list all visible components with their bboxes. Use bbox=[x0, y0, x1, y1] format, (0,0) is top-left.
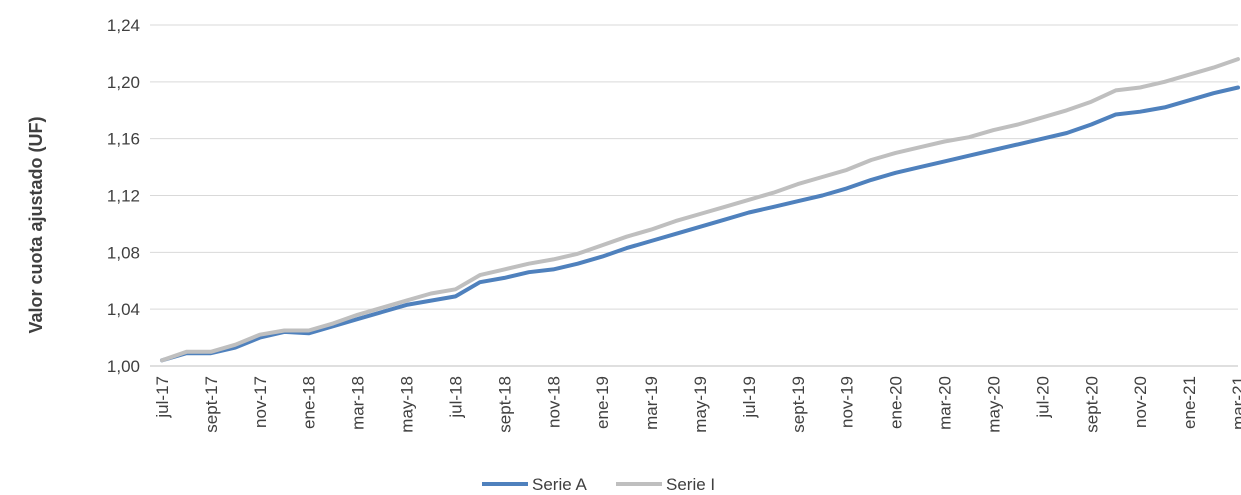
x-tick-label: jul-17 bbox=[153, 376, 172, 419]
series-line-serie-i bbox=[160, 57, 1240, 363]
x-tick-label: sept-20 bbox=[1082, 376, 1101, 433]
y-tick-label: 1,16 bbox=[107, 130, 140, 149]
x-tick-label: ene-20 bbox=[887, 376, 906, 429]
x-tick-label: may-18 bbox=[398, 376, 417, 433]
legend-label: Serie I bbox=[666, 475, 715, 494]
x-tick-label: sept-17 bbox=[202, 376, 221, 433]
x-tick-label: nov-17 bbox=[251, 376, 270, 428]
y-tick-label: 1,20 bbox=[107, 73, 140, 92]
x-tick-label: nov-20 bbox=[1131, 376, 1150, 428]
gridlines bbox=[150, 24, 1238, 310]
x-tick-label: mar-19 bbox=[642, 376, 661, 430]
x-tick-label: sept-19 bbox=[789, 376, 808, 433]
x-tick-label: mar-20 bbox=[936, 376, 955, 430]
x-tick-label: ene-19 bbox=[593, 376, 612, 429]
series-line-serie-a bbox=[160, 85, 1240, 363]
y-tick-label: 1,08 bbox=[107, 243, 140, 262]
y-tick-label: 1,24 bbox=[107, 16, 140, 35]
y-axis-tick-labels: 1,00 1,04 1,08 1,12 1,16 1,20 1,24 bbox=[107, 16, 140, 376]
x-tick-label: ene-21 bbox=[1180, 376, 1199, 429]
x-tick-label: jul-18 bbox=[446, 376, 465, 419]
x-tick-label: nov-19 bbox=[838, 376, 857, 428]
x-tick-label: jul-20 bbox=[1033, 376, 1052, 419]
x-tick-label: may-20 bbox=[984, 376, 1003, 433]
y-tick-label: 1,12 bbox=[107, 187, 140, 206]
legend-label: Serie A bbox=[532, 475, 587, 494]
legend: Serie A Serie I bbox=[482, 475, 715, 494]
x-axis-tick-labels: jul-17 sept-17 nov-17 ene-18 mar-18 may-18 jul… bbox=[153, 376, 1241, 433]
x-tick-label: jul-19 bbox=[740, 376, 759, 419]
y-axis-label: Valor cuota ajustado (UF) bbox=[26, 116, 46, 333]
x-tick-label: mar-21 bbox=[1229, 376, 1241, 430]
y-tick-label: 1,00 bbox=[107, 357, 140, 376]
x-tick-label: may-19 bbox=[691, 376, 710, 433]
x-tick-label: mar-18 bbox=[349, 376, 368, 430]
x-tick-label: nov-18 bbox=[544, 376, 563, 428]
y-tick-label: 1,04 bbox=[107, 300, 140, 319]
x-tick-label: sept-18 bbox=[495, 376, 514, 433]
series-lines bbox=[160, 57, 1240, 363]
x-tick-label: ene-18 bbox=[300, 376, 319, 429]
